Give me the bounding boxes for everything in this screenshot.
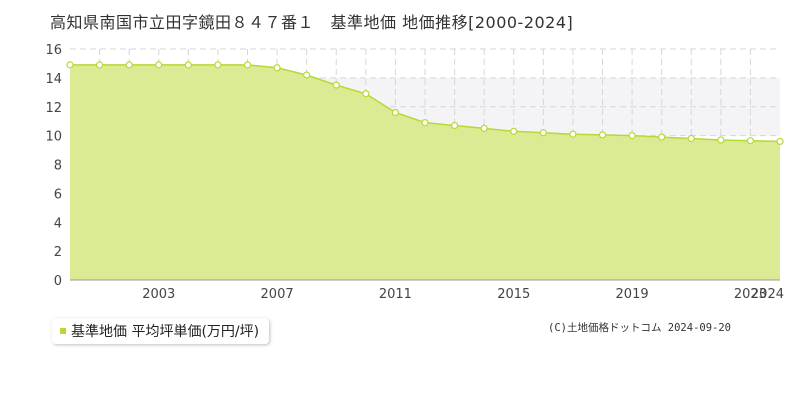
chart-title: 高知県南国市立田字鏡田８４７番１ 基準地価 地価推移[2000-2024] <box>50 13 574 32</box>
data-points <box>66 61 784 145</box>
data-point <box>66 61 74 69</box>
data-point <box>687 134 695 143</box>
data-point <box>539 129 547 137</box>
x-tick-label: 2019 <box>616 287 649 302</box>
y-tick-label: 10 <box>45 130 62 145</box>
legend[interactable]: 基準地価 平均坪単価(万円/坪) <box>52 318 270 344</box>
y-tick-label: 14 <box>45 72 62 87</box>
data-point <box>480 124 488 133</box>
data-point <box>421 119 429 127</box>
data-point <box>658 133 666 141</box>
x-tick-label: 2023 <box>734 287 767 302</box>
data-point <box>510 127 518 135</box>
data-point <box>303 71 311 79</box>
y-tick-labels: 0 2 4 6 8 10 12 14 16 <box>45 43 62 289</box>
data-point <box>628 132 636 140</box>
data-point <box>746 137 755 145</box>
credit-text: (C)土地価格ドットコム 2024-09-20 <box>548 322 732 334</box>
area-fill <box>70 64 780 281</box>
data-point <box>598 131 607 139</box>
y-tick-label: 4 <box>54 216 62 231</box>
data-point <box>184 61 192 69</box>
y-tick-label: 0 <box>54 274 62 289</box>
x-tick-label: 2015 <box>497 287 530 302</box>
y-tick-label: 16 <box>45 43 62 58</box>
legend-label: 基準地価 平均坪単価(万円/坪) <box>71 324 260 340</box>
data-point <box>450 121 459 130</box>
y-tick-label: 8 <box>54 159 62 174</box>
data-point <box>362 90 370 98</box>
data-point <box>717 136 725 144</box>
x-tick-label: 2007 <box>261 287 294 302</box>
data-point <box>125 61 133 69</box>
legend-marker-icon <box>60 328 66 334</box>
y-tick-label: 2 <box>54 245 62 260</box>
data-point <box>332 81 340 89</box>
data-point <box>155 61 163 69</box>
data-point <box>569 130 577 138</box>
data-point <box>243 61 252 69</box>
x-tick-label: 2011 <box>379 287 412 302</box>
data-point <box>391 108 400 117</box>
x-tick-label: 2003 <box>142 287 175 302</box>
data-point <box>273 64 281 72</box>
data-point <box>776 137 784 145</box>
y-tick-label: 12 <box>45 101 62 116</box>
data-point <box>95 61 104 69</box>
data-point <box>214 61 222 69</box>
x-tick-label: 2024 <box>751 287 784 302</box>
y-tick-label: 6 <box>54 187 62 202</box>
